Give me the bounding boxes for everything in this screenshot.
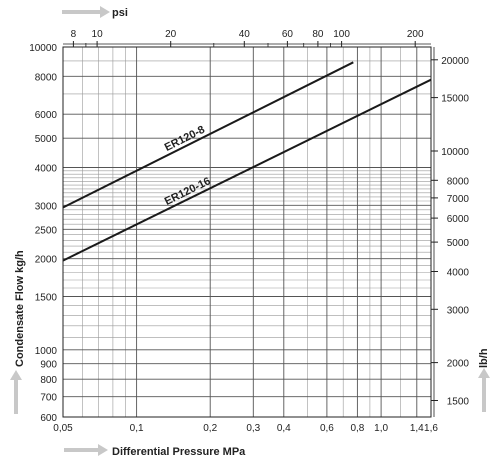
x-tick-label: 0,2 bbox=[203, 423, 217, 434]
top-tick-label: 40 bbox=[239, 29, 251, 40]
top-axis-label: psi bbox=[112, 7, 128, 19]
series-line bbox=[62, 61, 354, 209]
minor-gridlines bbox=[63, 47, 431, 417]
right-tick-label: 8000 bbox=[447, 176, 470, 187]
y-tick-label: 6000 bbox=[35, 110, 58, 121]
top-tick-label: 200 bbox=[407, 29, 424, 40]
x-tick-label: 0,1 bbox=[130, 423, 144, 434]
y-tick-label: 8000 bbox=[35, 72, 58, 83]
x-tick-label: 0,6 bbox=[320, 423, 334, 434]
y-tick-label: 1500 bbox=[35, 293, 58, 304]
top-axis-arrow-icon bbox=[62, 6, 110, 18]
top-tick-label: 8 bbox=[71, 29, 77, 40]
right-tick-label: 4000 bbox=[447, 268, 470, 279]
right-axis-title: lb/h bbox=[478, 348, 490, 368]
major-gridlines bbox=[62, 46, 432, 418]
y-tick-label: 2000 bbox=[35, 255, 58, 266]
series-line bbox=[62, 78, 432, 262]
top-tick-label: 10 bbox=[92, 29, 104, 40]
y-tick-label: 900 bbox=[40, 360, 57, 371]
x-axis-title: Differential Pressure MPa bbox=[112, 446, 246, 458]
x-tick-label: 1,4 bbox=[410, 423, 424, 434]
y-tick-label: 5000 bbox=[35, 134, 58, 145]
y-tick-label: 1000 bbox=[35, 346, 58, 357]
right-tick-label: 2000 bbox=[447, 359, 470, 370]
right-tick-label: 3000 bbox=[447, 305, 470, 316]
right-tick-label: 7000 bbox=[447, 194, 470, 205]
x-tick-label: 1,6 bbox=[424, 423, 438, 434]
y-tick-label: 700 bbox=[40, 393, 57, 404]
x-tick-label: 0,05 bbox=[53, 423, 73, 434]
top-tick-label: 80 bbox=[312, 29, 324, 40]
plot-frame bbox=[62, 46, 432, 418]
right-tick-label: 10000 bbox=[441, 147, 469, 158]
right-tick-label: 6000 bbox=[447, 214, 470, 225]
y-tick-label: 800 bbox=[40, 375, 57, 386]
x-tick-label: 0,3 bbox=[246, 423, 260, 434]
y-tick-label: 2500 bbox=[35, 225, 58, 236]
x-tick-label: 0,4 bbox=[277, 423, 291, 434]
y-axis-arrow-icon bbox=[10, 370, 22, 414]
right-tick-label: 20000 bbox=[441, 56, 469, 67]
right-axis-arrow-icon bbox=[478, 368, 490, 412]
right-tick-label: 5000 bbox=[447, 238, 470, 249]
y-tick-label: 4000 bbox=[35, 164, 58, 175]
y-tick-label: 3000 bbox=[35, 201, 58, 212]
y-tick-label: 600 bbox=[40, 413, 57, 424]
top-tick-label: 100 bbox=[333, 29, 350, 40]
top-tick-label: 60 bbox=[282, 29, 294, 40]
x-tick-label: 0,8 bbox=[350, 423, 364, 434]
right-tick-label: 1500 bbox=[447, 397, 470, 408]
x-axis-arrow-icon bbox=[64, 444, 108, 456]
y-tick-label: 10000 bbox=[29, 43, 57, 54]
top-tick-label: 20 bbox=[165, 29, 177, 40]
y-axis-title: Condensate Flow kg/h bbox=[14, 250, 26, 367]
x-tick-label: 1,0 bbox=[374, 423, 388, 434]
tick-labels: 0,05 0,1 0,2 0,3 0,4 0,6 0,8 1,0 1,4 1,6 600 700 800… bbox=[29, 29, 469, 434]
right-tick-label: 15000 bbox=[441, 94, 469, 105]
